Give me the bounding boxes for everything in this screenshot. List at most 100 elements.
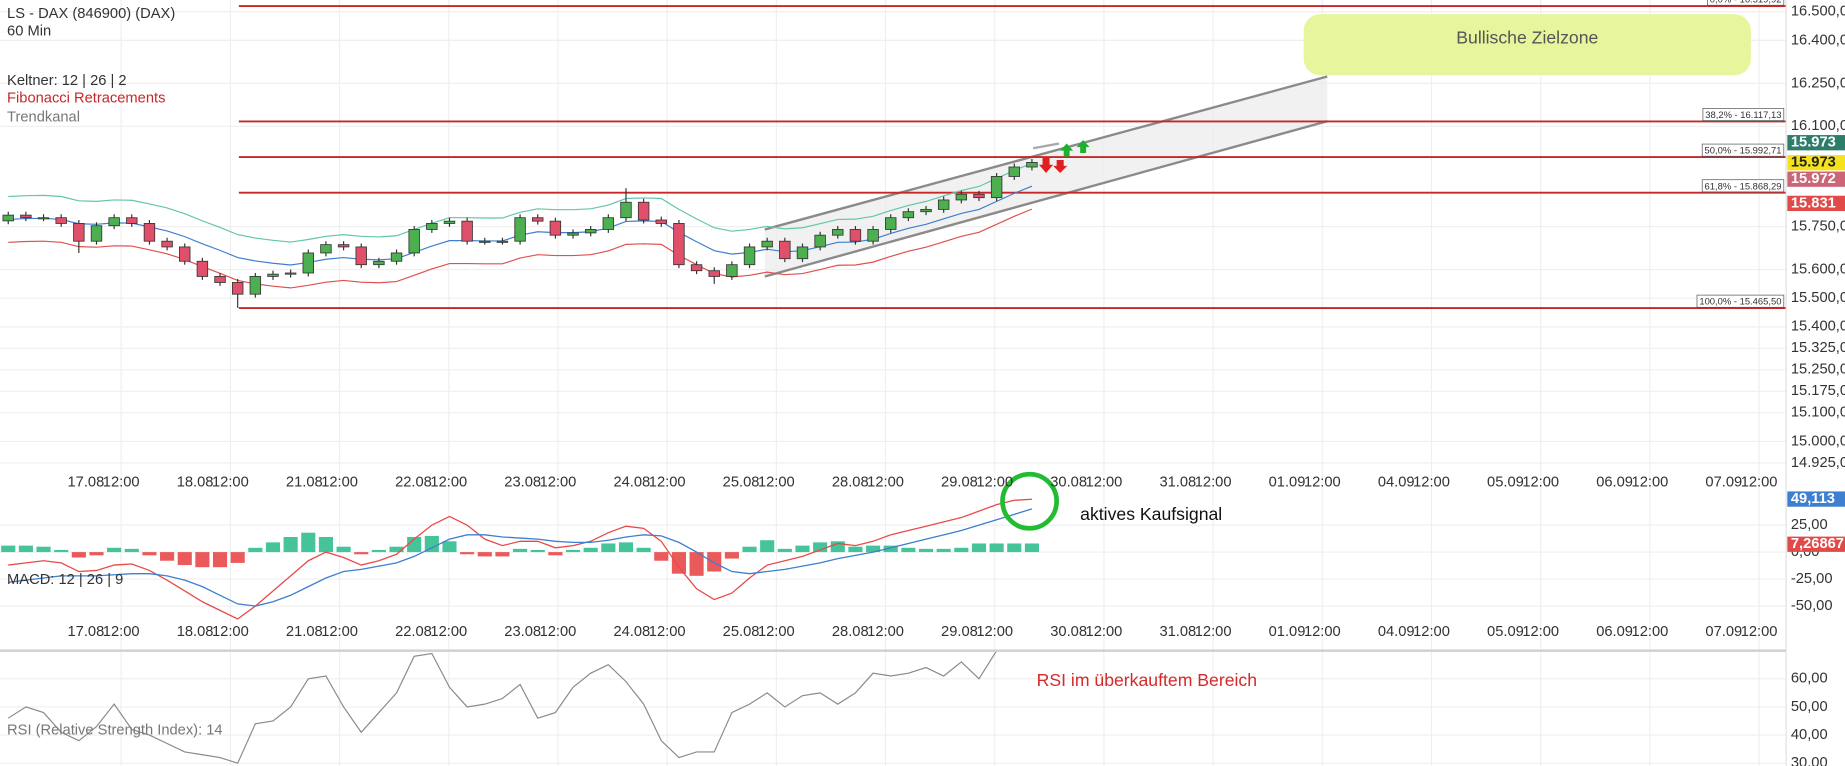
histogram-bar (442, 541, 457, 553)
x-tick-label: 12:00 (540, 624, 577, 640)
candle-body (779, 240, 791, 260)
x-tick-label: 12:00 (1195, 624, 1232, 640)
target-zone (1303, 14, 1751, 76)
histogram-bar (530, 549, 545, 553)
x-tick-label: 29.08 (941, 624, 978, 640)
x-tick-label: 12:00 (758, 474, 795, 490)
candle-body (726, 264, 738, 277)
candle-body (267, 273, 279, 277)
y-tick-label: 16.400,00 (1791, 32, 1845, 48)
main-panel (2, 5, 1787, 310)
histogram-bar (495, 552, 510, 557)
candle-body (461, 220, 473, 242)
candle-body (937, 199, 950, 210)
last-value-badge (1787, 536, 1845, 552)
candle-body (602, 217, 615, 230)
fib-label-box (1701, 179, 1785, 193)
x-tick-label: 12:00 (1741, 624, 1778, 640)
x-tick-label: 12:00 (1086, 474, 1123, 490)
last-value-label: 15.973 (1791, 135, 1836, 151)
fib-label: 0,0% - 16.519,92 (1710, 0, 1782, 5)
x-tick-label: 01.09 (1269, 474, 1306, 490)
histogram-bar (654, 552, 669, 561)
candle-body (567, 232, 579, 236)
sell-arrow (1038, 156, 1054, 173)
candle-body (885, 217, 897, 230)
x-tick-label: 12:00 (867, 474, 904, 490)
x-tick-label: 12:00 (1413, 474, 1450, 490)
histogram-bar (124, 548, 139, 553)
y-tick-label: 15.250,00 (1791, 362, 1845, 378)
x-tick-label: 06.09 (1596, 624, 1633, 640)
fib-label: 61,8% - 15.868,29 (1705, 180, 1782, 191)
candle-body (443, 220, 456, 224)
last-value-badge (1787, 195, 1845, 212)
histogram-bar (195, 552, 210, 568)
histogram-bar (565, 549, 581, 553)
x-tick-label: 12:00 (1195, 474, 1232, 490)
x-tick-label: 12:00 (1741, 474, 1778, 490)
x-tick-label: 12:00 (649, 474, 686, 490)
candle-body (426, 223, 438, 230)
x-tick-label: 21.08 (286, 624, 323, 640)
candle-body (355, 246, 367, 266)
x-tick-label: 22.08 (395, 624, 432, 640)
histogram-bar (918, 548, 934, 553)
candle-body (90, 225, 103, 242)
x-tick-label: 12:00 (649, 624, 686, 640)
histogram-bar (671, 552, 686, 574)
candle-body (73, 223, 85, 242)
histogram-bar (830, 541, 845, 553)
y-tick-label: -50,00 (1791, 598, 1833, 614)
histogram-bar (477, 552, 492, 557)
candle-body (284, 272, 297, 275)
x-tick-label: 12:00 (1522, 624, 1559, 640)
candle-body (637, 201, 650, 221)
fib-label-box (1702, 108, 1785, 121)
histogram-bar (107, 547, 122, 553)
histogram-bar (513, 548, 528, 553)
x-tick-label: 12:00 (103, 474, 140, 490)
projection-line (1032, 142, 1060, 150)
rsi-annotation: RSI im überkauftem Bereich (1037, 670, 1257, 690)
keltner-lower (8, 208, 1033, 289)
last-value-label: 49,113 (1791, 491, 1835, 507)
target-zone-label: Bullische Zielzone (1456, 27, 1598, 47)
histogram-bar (142, 552, 157, 556)
x-tick-label: 05.09 (1487, 624, 1524, 640)
histogram-bar (389, 546, 404, 553)
x-tick-label: 28.08 (832, 474, 869, 490)
histogram-bar (795, 545, 810, 553)
histogram-bar (989, 543, 1004, 553)
candle-body (832, 229, 844, 236)
x-tick-label: 12:00 (430, 624, 467, 640)
x-tick-label: 17.08 (68, 474, 105, 490)
histogram-bar (848, 546, 863, 553)
histogram-bar (636, 547, 651, 553)
histogram-bar (901, 547, 916, 553)
y-tick-label: 60,00 (1791, 671, 1828, 687)
x-tick-label: 07.09 (1705, 474, 1742, 490)
x-tick-label: 17.08 (68, 624, 105, 640)
candle-body (955, 193, 968, 201)
histogram-bar (601, 543, 616, 553)
y-tick-label: -25,00 (1791, 571, 1833, 587)
histogram-bar (177, 552, 192, 566)
histogram-bar (354, 552, 369, 555)
candle-body (161, 240, 173, 248)
x-tick-label: 18.08 (177, 624, 214, 640)
candle-body (1008, 166, 1020, 177)
histogram-bar (18, 545, 33, 553)
x-tick-label: 12:00 (430, 474, 467, 490)
histogram-bar (460, 552, 475, 555)
histogram-bar (936, 548, 951, 553)
x-tick-label: 25.08 (723, 624, 760, 640)
x-tick-label: 23.08 (504, 624, 541, 640)
candle-body (584, 229, 597, 234)
candle-body (249, 276, 262, 295)
fib-label-box (1701, 143, 1785, 157)
legend-trend-channel: Trendkanal (7, 110, 80, 126)
y-tick-label: 15.600,00 (1791, 261, 1845, 277)
macd-panel (1, 498, 1039, 620)
candle-body (479, 240, 491, 243)
